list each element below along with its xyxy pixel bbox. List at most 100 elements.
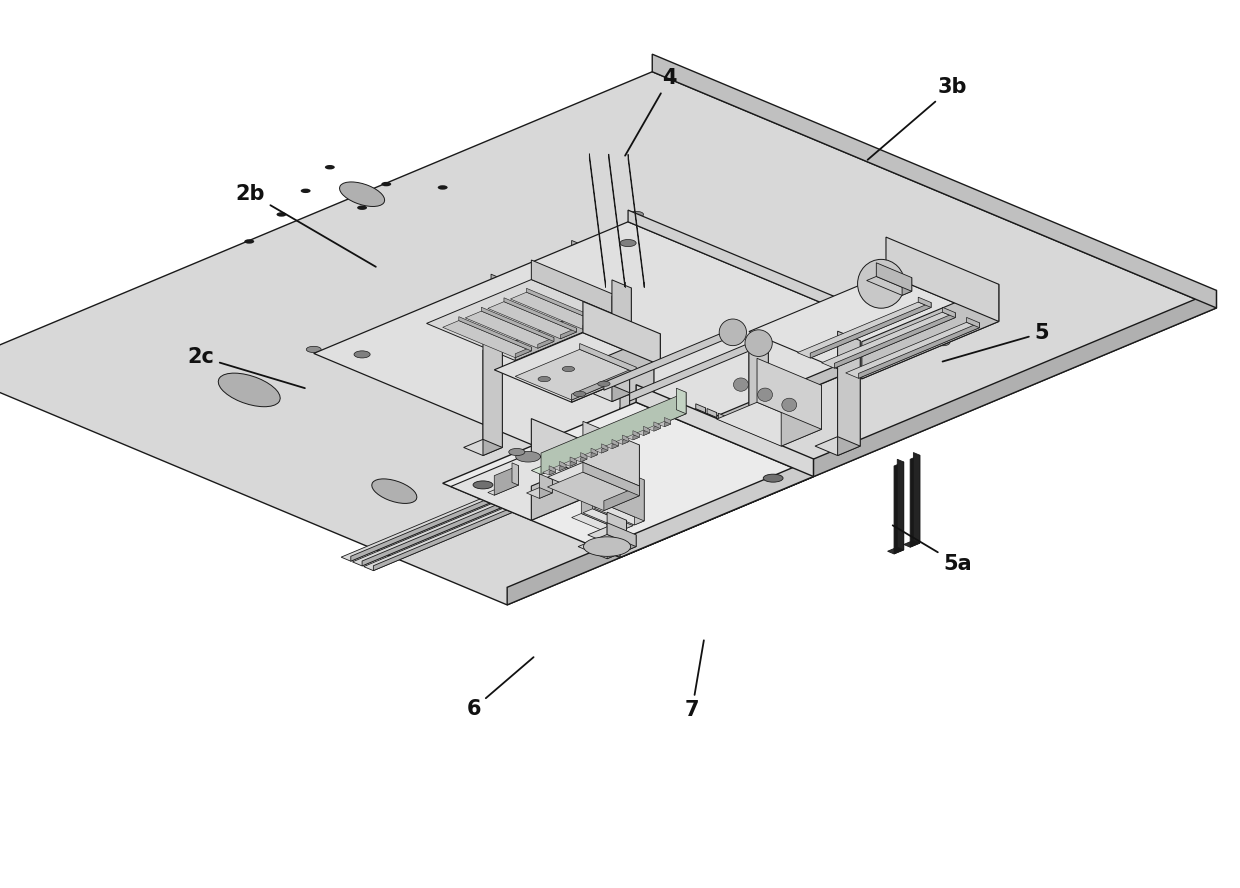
- Polygon shape: [696, 404, 706, 413]
- Text: 2b: 2b: [236, 184, 376, 266]
- Polygon shape: [749, 274, 999, 379]
- Polygon shape: [559, 464, 565, 471]
- Polygon shape: [707, 408, 717, 417]
- Polygon shape: [611, 280, 631, 393]
- Ellipse shape: [862, 341, 878, 348]
- Polygon shape: [620, 459, 813, 558]
- Polygon shape: [867, 276, 911, 296]
- Polygon shape: [636, 385, 813, 477]
- Ellipse shape: [277, 212, 286, 217]
- Ellipse shape: [610, 538, 630, 546]
- Polygon shape: [539, 474, 552, 493]
- Polygon shape: [578, 535, 636, 559]
- Polygon shape: [620, 392, 640, 504]
- Ellipse shape: [935, 339, 950, 345]
- Polygon shape: [507, 290, 1216, 605]
- Polygon shape: [611, 489, 621, 535]
- Polygon shape: [583, 463, 640, 496]
- Polygon shape: [838, 331, 861, 446]
- Polygon shape: [718, 413, 728, 422]
- Polygon shape: [443, 321, 532, 358]
- Ellipse shape: [508, 448, 525, 456]
- Polygon shape: [593, 468, 632, 526]
- Ellipse shape: [516, 451, 541, 462]
- Polygon shape: [580, 344, 636, 373]
- Ellipse shape: [538, 377, 551, 382]
- Polygon shape: [616, 439, 629, 444]
- Polygon shape: [553, 465, 565, 471]
- Polygon shape: [491, 274, 511, 302]
- Polygon shape: [605, 443, 619, 448]
- Ellipse shape: [438, 186, 448, 190]
- Polygon shape: [443, 402, 813, 558]
- Polygon shape: [503, 297, 577, 332]
- Polygon shape: [591, 448, 598, 455]
- Polygon shape: [877, 263, 911, 291]
- Polygon shape: [532, 452, 611, 520]
- Polygon shape: [600, 496, 640, 513]
- Ellipse shape: [306, 346, 321, 353]
- Ellipse shape: [734, 378, 749, 392]
- Ellipse shape: [357, 205, 367, 210]
- Polygon shape: [351, 408, 706, 561]
- Polygon shape: [904, 541, 920, 547]
- Polygon shape: [541, 392, 686, 474]
- Ellipse shape: [598, 381, 610, 386]
- Ellipse shape: [745, 329, 773, 356]
- Ellipse shape: [372, 479, 417, 503]
- Polygon shape: [967, 317, 980, 328]
- Polygon shape: [653, 422, 660, 429]
- Polygon shape: [594, 504, 645, 525]
- Polygon shape: [532, 418, 611, 487]
- Polygon shape: [532, 260, 620, 317]
- Polygon shape: [894, 462, 904, 554]
- Polygon shape: [583, 421, 640, 486]
- Polygon shape: [677, 388, 686, 414]
- Polygon shape: [373, 417, 728, 571]
- Ellipse shape: [758, 388, 773, 401]
- Polygon shape: [582, 472, 621, 530]
- Polygon shape: [516, 349, 636, 400]
- Ellipse shape: [596, 452, 611, 459]
- Polygon shape: [487, 302, 577, 339]
- Text: 3b: 3b: [868, 77, 967, 160]
- Polygon shape: [527, 289, 599, 322]
- Polygon shape: [611, 288, 631, 401]
- Polygon shape: [471, 294, 511, 310]
- Polygon shape: [591, 451, 598, 457]
- Text: 2c: 2c: [187, 347, 305, 388]
- Polygon shape: [600, 348, 640, 364]
- Polygon shape: [627, 155, 645, 288]
- Polygon shape: [604, 329, 733, 390]
- Polygon shape: [888, 547, 904, 554]
- Polygon shape: [583, 509, 632, 529]
- Polygon shape: [459, 317, 532, 351]
- Polygon shape: [491, 282, 511, 310]
- Polygon shape: [570, 457, 577, 464]
- Polygon shape: [314, 222, 918, 475]
- Polygon shape: [527, 488, 552, 498]
- Polygon shape: [647, 425, 660, 432]
- Ellipse shape: [218, 373, 280, 407]
- Polygon shape: [572, 513, 621, 535]
- Polygon shape: [637, 430, 650, 436]
- Polygon shape: [701, 295, 720, 322]
- Polygon shape: [665, 417, 671, 424]
- Polygon shape: [749, 337, 769, 451]
- Ellipse shape: [325, 165, 335, 170]
- Ellipse shape: [781, 398, 797, 411]
- Polygon shape: [604, 445, 640, 501]
- Polygon shape: [563, 461, 577, 466]
- Polygon shape: [595, 448, 608, 453]
- Polygon shape: [604, 463, 645, 521]
- Polygon shape: [572, 367, 636, 400]
- Polygon shape: [465, 311, 554, 348]
- Polygon shape: [862, 284, 999, 379]
- Polygon shape: [451, 453, 611, 520]
- Polygon shape: [630, 339, 759, 401]
- Polygon shape: [810, 303, 931, 358]
- Polygon shape: [583, 301, 660, 365]
- Polygon shape: [605, 446, 653, 465]
- Ellipse shape: [858, 259, 905, 308]
- Polygon shape: [910, 456, 920, 547]
